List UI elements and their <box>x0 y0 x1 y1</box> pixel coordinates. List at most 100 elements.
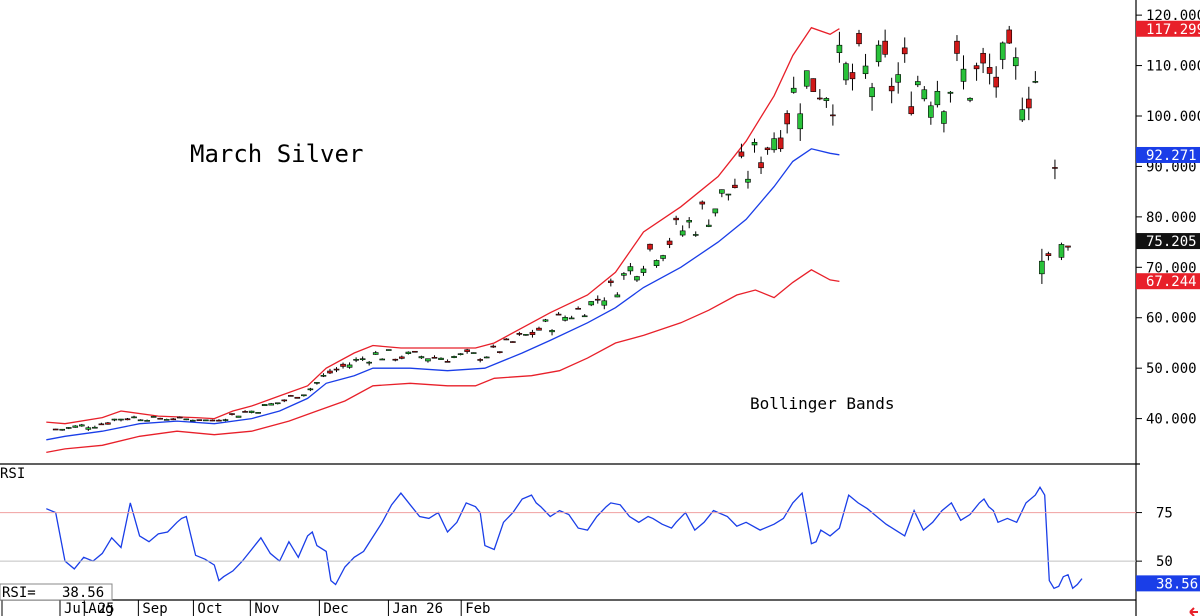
candle-body <box>751 142 758 146</box>
candle-body <box>999 42 1006 60</box>
candle-body <box>849 72 856 80</box>
candle-body <box>176 416 183 419</box>
back-arrow-icon[interactable] <box>1189 607 1198 616</box>
candle-body <box>431 356 438 359</box>
candle-body <box>888 85 895 92</box>
upper-band-line <box>46 26 840 425</box>
candle-body <box>105 422 111 425</box>
candle-body <box>719 189 725 194</box>
candle-body <box>301 394 307 397</box>
month-tick-label: Sep <box>142 601 167 616</box>
candle-body <box>353 358 359 361</box>
candle-body <box>1052 167 1058 169</box>
candle-body <box>229 413 235 415</box>
candle-body <box>594 298 601 301</box>
candle-body <box>503 338 510 341</box>
candlesticks <box>52 25 1071 431</box>
month-tick-label: Jan 26 <box>392 601 443 616</box>
price-marker-label: 67.244 <box>1146 274 1197 290</box>
candle-body <box>581 315 588 318</box>
candle-body <box>451 356 457 358</box>
rsi-marker-label: 38.56 <box>1156 576 1198 592</box>
price-tick-label: 120.000 <box>1146 8 1200 24</box>
candle-body <box>843 63 849 81</box>
price-marker-box <box>1136 20 1200 37</box>
candle-body <box>327 370 333 374</box>
candle-body <box>967 97 973 101</box>
rsi-readout: RSI= 38.56 <box>0 583 113 601</box>
candle-body <box>209 419 216 422</box>
candle-body <box>255 412 261 414</box>
candle-body <box>823 98 830 101</box>
candle-body <box>464 349 470 352</box>
candle-body <box>287 395 294 397</box>
candle-body <box>268 403 274 406</box>
candle-body <box>817 97 823 100</box>
candle-body <box>895 74 901 83</box>
candle-body <box>621 273 627 276</box>
candle-body <box>784 113 790 125</box>
price-tick-label: 50.000 <box>1146 361 1197 377</box>
candle-body <box>52 428 59 431</box>
candle-body <box>59 428 66 431</box>
candle-body <box>666 240 673 245</box>
candle-body <box>490 345 497 348</box>
candle-body <box>882 40 888 55</box>
lower-band-line <box>46 269 840 454</box>
bollinger-bands <box>46 26 840 454</box>
candle-body <box>699 201 706 205</box>
candle-body <box>1058 244 1065 258</box>
candle-body <box>131 416 137 419</box>
candle-body <box>790 87 797 93</box>
rsi-marker-box <box>1136 575 1200 592</box>
candle-body <box>372 352 379 355</box>
month-tick-label: Feb <box>465 601 490 616</box>
candle-body <box>764 147 771 151</box>
price-marker-box <box>1136 233 1200 250</box>
candle-body <box>536 327 542 331</box>
candle-body <box>954 40 960 54</box>
rsi-tick-label: 50 <box>1156 554 1173 570</box>
candle-body <box>340 363 346 367</box>
candle-body <box>163 419 170 421</box>
candle-body <box>777 137 784 150</box>
price-marker-box <box>1136 146 1200 163</box>
candle-body <box>529 331 536 335</box>
bollinger-bands-label: Bollinger Bands <box>750 394 895 413</box>
candle-body <box>869 87 875 98</box>
candle-body <box>477 359 483 361</box>
candle-body <box>418 356 425 359</box>
candle-body <box>216 419 222 422</box>
candle-body <box>875 44 882 63</box>
candle-body <box>1045 253 1052 256</box>
candle-body <box>941 111 947 124</box>
candle-body <box>568 317 575 320</box>
candle-body <box>562 317 568 321</box>
candle-body <box>686 220 692 223</box>
price-tick-label: 40.000 <box>1146 412 1197 428</box>
candle-body <box>771 138 777 151</box>
candle-body <box>294 396 301 399</box>
candle-body <box>425 358 431 362</box>
candle-body <box>921 89 928 100</box>
rsi-label: RSI <box>0 466 25 482</box>
candle-body <box>523 334 529 336</box>
price-marker-label: 92.271 <box>1146 148 1197 164</box>
candle-body <box>333 368 340 371</box>
candle-body <box>314 382 320 384</box>
candle-body <box>496 351 503 353</box>
rsi-tick-label: 75 <box>1156 506 1173 522</box>
candle-body <box>947 91 954 94</box>
price-tick-label: 70.000 <box>1146 260 1197 276</box>
candle-body <box>65 427 72 429</box>
month-tick-label: Jul 25 <box>64 601 115 616</box>
candle-body <box>203 419 209 422</box>
month-tick-label: Aug <box>88 601 113 616</box>
candle-body <box>575 307 581 310</box>
candle-body <box>111 418 118 421</box>
price-marker-box <box>1136 273 1200 290</box>
candle-body <box>470 352 477 354</box>
candle-body <box>412 350 418 353</box>
candle-body <box>634 276 640 281</box>
